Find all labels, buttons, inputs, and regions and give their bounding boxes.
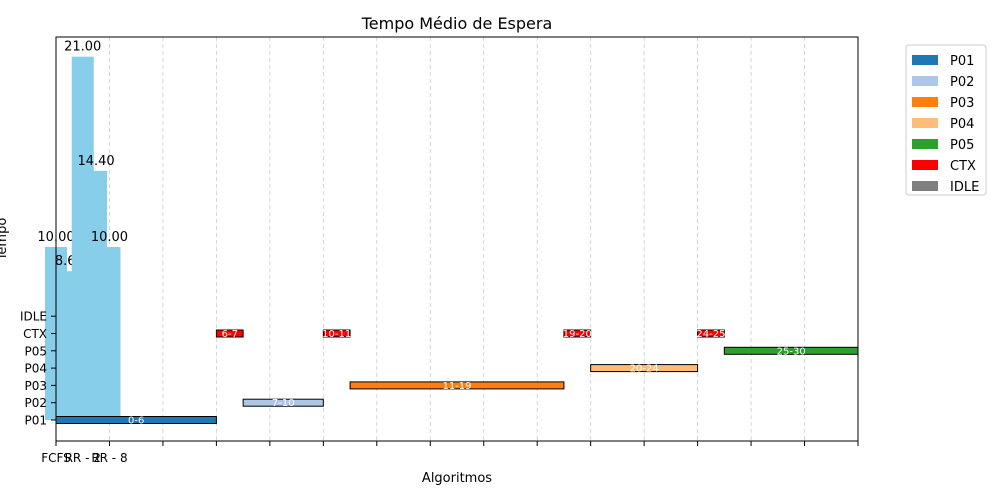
legend-label: P02 <box>950 75 974 90</box>
gantt-bar <box>322 329 351 338</box>
legend-label: P05 <box>950 138 974 153</box>
gantt-bar <box>697 329 725 338</box>
legend-label: P01 <box>950 54 974 69</box>
y-tick-label: P02 <box>24 396 47 410</box>
gantt-bar-label: 20-24 <box>630 364 659 375</box>
y-axis-ticks: P01 P02 P03 P04 P05 CTX IDLE <box>20 310 56 428</box>
gantt-bar <box>215 329 244 338</box>
y-tick-label: P03 <box>24 379 47 393</box>
legend: P01 P02 P03 P04 P05 CTX IDLE <box>905 44 987 196</box>
gantt-series: 0-6 6-7 7-10 10-11 11-19 19-20 20-24 24-25 25-30 <box>55 329 859 427</box>
gantt-bar-label: 0-6 <box>128 416 144 427</box>
y-tick-label: P01 <box>24 414 47 428</box>
x-tick-label: FCFS <box>41 451 71 465</box>
y-tick-label: P04 <box>24 362 47 376</box>
legend-swatch <box>912 55 938 65</box>
x-tick-label: RR - 2 <box>65 451 101 465</box>
bar-value-label: 14.40 <box>77 154 114 169</box>
bar <box>98 247 121 420</box>
x-axis-label: Algoritmos <box>422 471 492 486</box>
y-axis-label: Tempo <box>0 218 10 262</box>
legend-label: P04 <box>950 117 974 132</box>
gantt-bar <box>563 329 592 338</box>
legend-swatch <box>912 76 938 86</box>
legend-swatch <box>912 160 938 170</box>
x-tick-label: RR - 8 <box>91 451 127 465</box>
gantt-bar-label: 10-11 <box>322 329 351 340</box>
y-tick-label: IDLE <box>20 310 47 324</box>
legend-swatch <box>912 139 938 149</box>
chart-title: Tempo Médio de Espera <box>361 14 553 33</box>
plot-area-frame <box>55 36 859 442</box>
y-tick-label: CTX <box>23 327 47 341</box>
gantt-bar-label: 11-19 <box>442 381 471 392</box>
legend-swatch <box>912 181 938 191</box>
gantt-bar-label: 24-25 <box>696 329 725 340</box>
bar-value-label: 10.00 <box>91 230 128 245</box>
bar-value-label: 21.00 <box>64 40 101 55</box>
legend-label: CTX <box>950 159 976 174</box>
gantt-bar-label: 6-7 <box>222 329 238 340</box>
y-tick-label: P05 <box>24 344 47 358</box>
gantt-bar-label: 25-30 <box>777 346 806 357</box>
gantt-bar-label: 19-20 <box>563 329 592 340</box>
legend-label: IDLE <box>950 180 979 195</box>
legend-swatch <box>912 97 938 107</box>
gantt-bar <box>349 381 565 390</box>
gantt-bar <box>590 364 699 373</box>
gantt-bar <box>242 398 324 407</box>
legend-label: P03 <box>950 96 974 111</box>
gantt-bar-label: 7-10 <box>272 398 295 409</box>
legend-swatch <box>912 118 938 128</box>
